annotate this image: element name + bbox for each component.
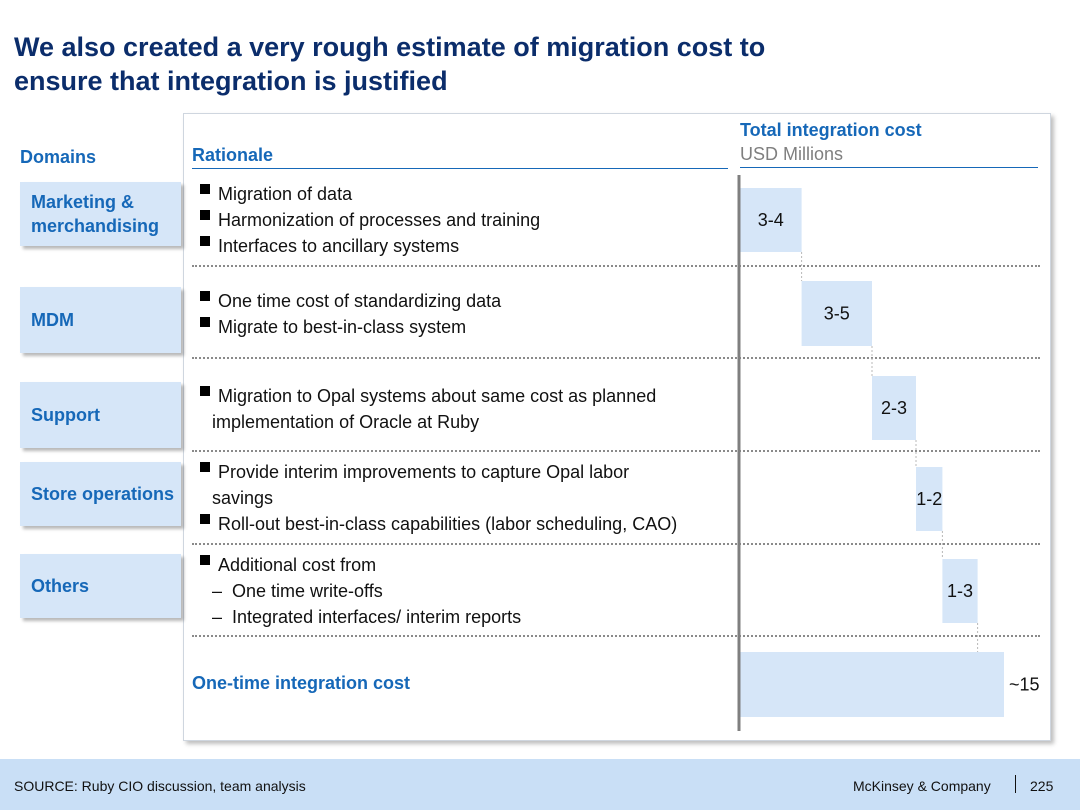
domain-marketing-line2: merchandising — [31, 216, 160, 236]
bullet-text: One time cost of standardizing data — [218, 291, 502, 311]
waterfall-labels: 3-4 3-5 2-3 1-2 1-3 ~15 — [758, 210, 1040, 695]
bullet-continuation: savings — [212, 488, 274, 508]
rationale-header-rule — [192, 168, 728, 169]
bullet-continuation: implementation of Oracle at Ruby — [212, 412, 480, 432]
bullet-item: Harmonization of processes and training — [198, 207, 540, 233]
footer-divider — [1015, 775, 1016, 793]
domain-support-label: Support — [31, 405, 100, 425]
domain-marketing: Marketing & merchandising — [20, 182, 181, 246]
row-separator — [192, 543, 1040, 545]
rationale-marketing: Migration of data Harmonization of proce… — [198, 181, 540, 259]
waterfall-bar — [740, 188, 802, 252]
rationale-others: Additional cost from – One time write-of… — [198, 552, 521, 630]
row-separator — [192, 450, 1040, 452]
company-name: McKinsey & Company — [853, 778, 991, 794]
waterfall-bar — [942, 559, 978, 623]
bullet-item: Migration of data — [198, 181, 540, 207]
waterfall-bar-label: 1-3 — [947, 581, 973, 601]
bullet-text: Migration of data — [218, 184, 353, 204]
waterfall-connectors — [801, 252, 979, 652]
chart-header-rule — [740, 167, 1038, 168]
page-title: We also created a very rough estimate of… — [14, 30, 1014, 98]
domains-header: Domains — [20, 147, 97, 167]
row-separator — [192, 265, 1040, 267]
row-separator — [192, 357, 1040, 359]
source-note: SOURCE: Ruby CIO discussion, team analys… — [14, 778, 306, 794]
bullet-text: Roll-out best-in-class capabilities (lab… — [218, 514, 678, 534]
bullet-item: Provide interim improvements to capture … — [198, 459, 677, 485]
domain-mdm-label: MDM — [31, 310, 74, 330]
waterfall-bar-label: 1-2 — [916, 489, 942, 509]
chart-title: Total integration cost — [740, 120, 922, 140]
bullet-item: Additional cost from — [198, 552, 521, 578]
domain-marketing-line1: Marketing & — [31, 192, 135, 212]
waterfall-total-label: ~15 — [1009, 675, 1040, 695]
dash-item: – Integrated interfaces/ interim reports — [212, 607, 522, 627]
waterfall-total-bar — [740, 652, 1004, 717]
bullet-square-icon — [200, 555, 210, 565]
dash-text: One time write-offs — [232, 581, 383, 601]
waterfall-bar-label: 3-4 — [758, 210, 784, 230]
bullet-square-icon — [200, 462, 210, 472]
title-line-1: We also created a very rough estimate of… — [14, 32, 766, 62]
waterfall-bar — [872, 376, 916, 440]
bullet-text: Migration to Opal systems about same cos… — [218, 386, 657, 406]
rationale-store-operations: Provide interim improvements to capture … — [198, 459, 677, 537]
waterfall-bar — [916, 467, 943, 531]
dash-text: Integrated interfaces/ interim reports — [232, 607, 522, 627]
bullet-text: Migrate to best-in-class system — [218, 317, 467, 337]
bullet-item: Roll-out best-in-class capabilities (lab… — [198, 511, 677, 537]
row-separator — [192, 635, 1040, 637]
bullet-square-icon — [200, 514, 210, 524]
domain-mdm: MDM — [20, 287, 181, 353]
rationale-header: Rationale — [192, 145, 274, 165]
bullet-square-icon — [200, 184, 210, 194]
bullet-square-icon — [200, 386, 210, 396]
domain-others-label: Others — [31, 576, 90, 596]
bullet-square-icon — [200, 210, 210, 220]
waterfall-bars — [740, 188, 1004, 717]
rationale-mdm: One time cost of standardizing data Migr… — [198, 288, 501, 340]
footer-bar — [0, 759, 1080, 810]
bullet-square-icon — [200, 236, 210, 246]
bullet-item: One time cost of standardizing data — [198, 288, 501, 314]
dash-item: – One time write-offs — [212, 581, 383, 601]
title-line-2: ensure that integration is justified — [14, 66, 448, 96]
bullet-square-icon — [200, 317, 210, 327]
bullet-square-icon — [200, 291, 210, 301]
domain-others: Others — [20, 554, 181, 618]
domain-store-operations: Store operations — [20, 462, 181, 526]
bullet-text: Provide interim improvements to capture … — [218, 462, 630, 482]
waterfall-bar-label: 3-5 — [824, 304, 850, 324]
bullet-item: Migrate to best-in-class system — [198, 314, 501, 340]
waterfall-bar-label: 2-3 — [881, 398, 907, 418]
total-row-label: One-time integration cost — [192, 673, 411, 693]
bullet-text: Interfaces to ancillary systems — [218, 236, 460, 256]
waterfall-bar — [801, 281, 872, 346]
bullet-item: Migration to Opal systems about same cos… — [198, 383, 656, 409]
bullet-item: Interfaces to ancillary systems — [198, 233, 540, 259]
bullet-text: Harmonization of processes and training — [218, 210, 541, 230]
bullet-text: Additional cost from — [218, 555, 377, 575]
domain-store-ops-label: Store operations — [31, 484, 175, 504]
domain-support: Support — [20, 382, 181, 448]
page-number: 225 — [1030, 778, 1054, 794]
rationale-support: Migration to Opal systems about same cos… — [198, 383, 656, 435]
chart-unit-label: USD Millions — [740, 144, 844, 164]
